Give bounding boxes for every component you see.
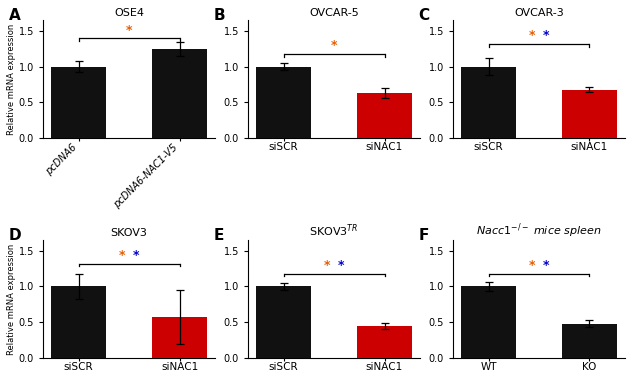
Title: OVCAR-5: OVCAR-5 <box>309 8 359 18</box>
Text: *: * <box>331 39 337 52</box>
Bar <box>152 49 207 138</box>
Text: D: D <box>9 228 21 243</box>
Y-axis label: Relative mRNA expression: Relative mRNA expression <box>7 243 16 354</box>
Text: A: A <box>9 8 20 23</box>
Bar <box>461 67 516 138</box>
Text: E: E <box>214 228 224 243</box>
Text: *: * <box>119 249 125 262</box>
Bar <box>357 93 412 138</box>
Text: C: C <box>418 8 430 23</box>
Text: B: B <box>214 8 226 23</box>
Bar <box>562 324 617 358</box>
Text: *: * <box>529 259 535 272</box>
Bar <box>357 326 412 358</box>
Title: SKOV3$^{TR}$: SKOV3$^{TR}$ <box>310 222 359 239</box>
Title: OSE4: OSE4 <box>114 8 144 18</box>
Bar <box>461 287 516 358</box>
Y-axis label: Relative mRNA expression: Relative mRNA expression <box>7 23 16 135</box>
Title: $Nacc1^{-/-}$ mice spleen: $Nacc1^{-/-}$ mice spleen <box>477 221 602 240</box>
Bar <box>256 287 312 358</box>
Text: *: * <box>338 259 344 272</box>
Bar <box>152 317 207 358</box>
Bar <box>562 89 617 138</box>
Bar <box>256 67 312 138</box>
Text: *: * <box>133 249 140 262</box>
Text: *: * <box>324 259 331 272</box>
Text: *: * <box>543 30 549 42</box>
Bar <box>51 287 106 358</box>
Text: *: * <box>126 23 132 37</box>
Bar <box>51 67 106 138</box>
Text: *: * <box>543 259 549 272</box>
Title: OVCAR-3: OVCAR-3 <box>514 8 564 18</box>
Text: F: F <box>418 228 429 243</box>
Text: *: * <box>529 30 535 42</box>
Title: SKOV3: SKOV3 <box>111 228 147 238</box>
